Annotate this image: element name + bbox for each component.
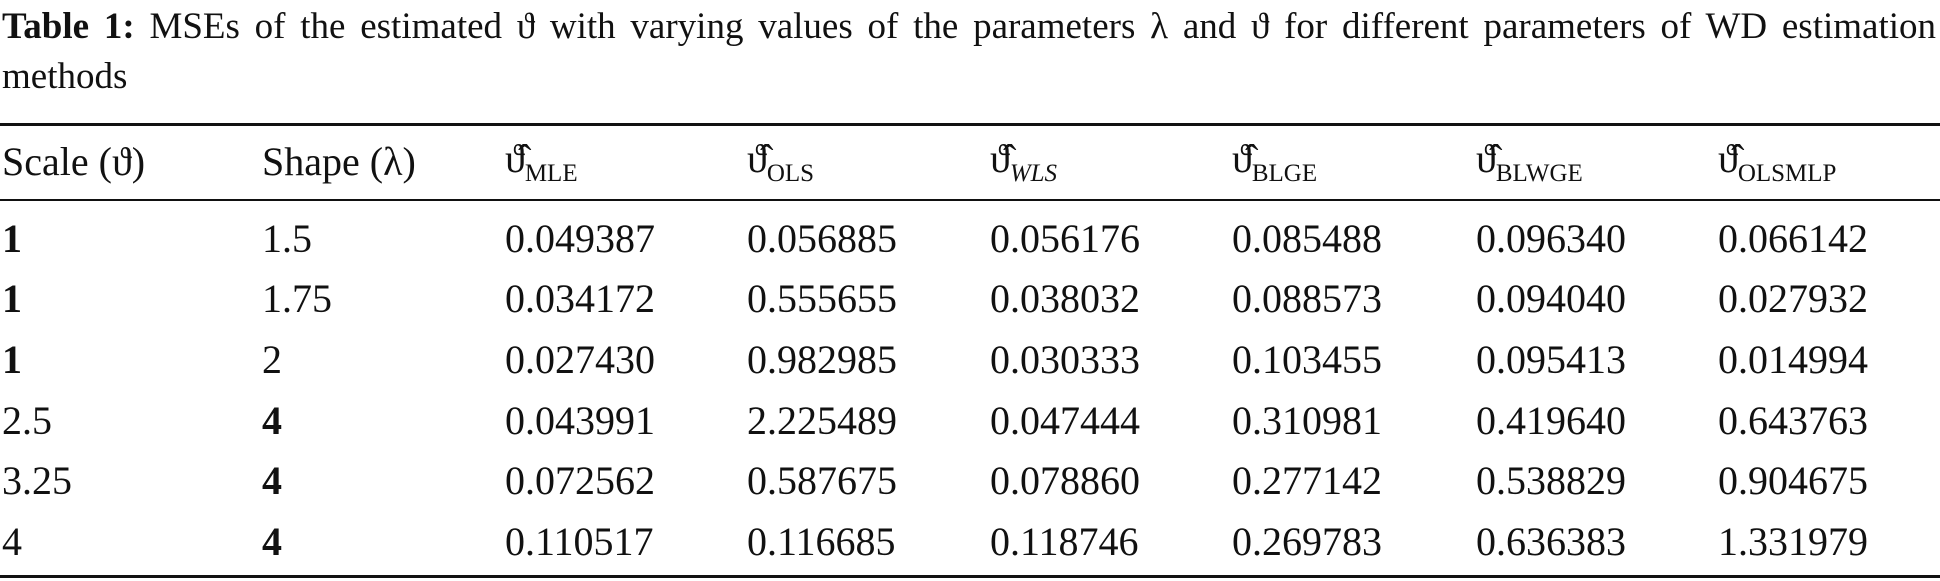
table-cell: 2.225489 [747, 398, 897, 443]
table-cell: 0.269783 [1232, 519, 1382, 564]
header-cell: Shape (λ) [262, 140, 416, 184]
table-cell: 0.419640 [1476, 398, 1626, 443]
header-symbol: ϑ̂ [747, 136, 767, 181]
table-cell: 0.078860 [990, 458, 1140, 503]
table-cell: 0.116685 [747, 519, 896, 564]
caption-label: Table 1: [2, 6, 135, 47]
header-cell: ϑ̂OLS [747, 136, 815, 188]
table-cell: 0.066142 [1718, 216, 1868, 261]
table-cell: 0.982985 [747, 337, 897, 382]
table-cell: 0.096340 [1476, 216, 1626, 261]
header-symbol: ϑ̂ [1232, 136, 1252, 181]
table-cell: 0.538829 [1476, 458, 1626, 503]
header-subscript: MLE [524, 160, 578, 187]
table-cell: 0.636383 [1476, 519, 1626, 564]
header-cell: ϑ̂WLS [990, 136, 1058, 188]
table-cell: 0.049387 [505, 216, 655, 261]
table-cell: 0.277142 [1232, 458, 1382, 503]
top-rule [0, 123, 1940, 126]
table-cell: 2 [262, 337, 282, 382]
table-cell: 0.110517 [505, 519, 654, 564]
table-cell: 4 [262, 519, 282, 564]
table-cell: 1.331979 [1718, 519, 1868, 564]
table-cell: 0.030333 [990, 337, 1140, 382]
header-subscript: WLS [1009, 160, 1058, 187]
table-cell: 0.056176 [990, 216, 1140, 261]
table-cell: 0.904675 [1718, 458, 1868, 503]
table-cell: 0.043991 [505, 398, 655, 443]
table-cell: 0.047444 [990, 398, 1140, 443]
header-cell: ϑ̂BLWGE [1476, 136, 1583, 188]
table-cell: 0.088573 [1232, 276, 1382, 321]
table-cell: 0.034172 [505, 276, 655, 321]
table-cell: 3.25 [2, 458, 72, 503]
table-cell: 0.027932 [1718, 276, 1868, 321]
table-cell: 1.75 [262, 276, 332, 321]
table-cell: 0.085488 [1232, 216, 1382, 261]
header-cell: Scale (ϑ) [2, 140, 145, 184]
table-cell: 0.587675 [747, 458, 897, 503]
table-cell: 0.310981 [1232, 398, 1382, 443]
table-cell: 4 [262, 398, 282, 443]
header-cell: ϑ̂OLSMLP [1718, 136, 1837, 188]
header-symbol: ϑ̂ [990, 136, 1010, 181]
header-text: Scale (ϑ) [2, 139, 146, 184]
table-cell: 1 [2, 276, 22, 321]
header-symbol: ϑ̂ [505, 136, 525, 181]
bottom-rule [0, 575, 1940, 578]
header-subscript: OLSMLP [1737, 160, 1837, 187]
caption-text: MSEs of the estimated ϑ with varying val… [2, 6, 1937, 97]
table-cell: 0.014994 [1718, 337, 1868, 382]
table-cell: 0.095413 [1476, 337, 1626, 382]
header-subscript: OLS [766, 160, 815, 187]
header-cell: ϑ̂BLGE [1232, 136, 1318, 188]
table-cell: 1 [2, 216, 22, 261]
caption: Table 1: MSEs of the estimated ϑ with va… [2, 2, 1936, 102]
table-cell: 4 [262, 458, 282, 503]
header-text: Shape (λ) [262, 139, 416, 184]
header-cell: ϑ̂MLE [505, 136, 578, 188]
mid-rule [0, 199, 1940, 201]
table-cell: 0.103455 [1232, 337, 1382, 382]
table-cell: 1.5 [262, 216, 312, 261]
table-cell: 0.056885 [747, 216, 897, 261]
table-cell: 4 [2, 519, 22, 564]
header-symbol: ϑ̂ [1476, 136, 1496, 181]
table-cell: 0.072562 [505, 458, 655, 503]
header-subscript: BLGE [1251, 160, 1318, 187]
header-symbol: ϑ̂ [1718, 136, 1738, 181]
table-cell: 1 [2, 337, 22, 382]
table-cell: 0.643763 [1718, 398, 1868, 443]
table-cell: 0.027430 [505, 337, 655, 382]
table-cell: 0.038032 [990, 276, 1140, 321]
table-cell: 0.118746 [990, 519, 1139, 564]
table-cell: 2.5 [2, 398, 52, 443]
table-cell: 0.094040 [1476, 276, 1626, 321]
header-subscript: BLWGE [1495, 160, 1583, 187]
table-cell: 0.555655 [747, 276, 897, 321]
